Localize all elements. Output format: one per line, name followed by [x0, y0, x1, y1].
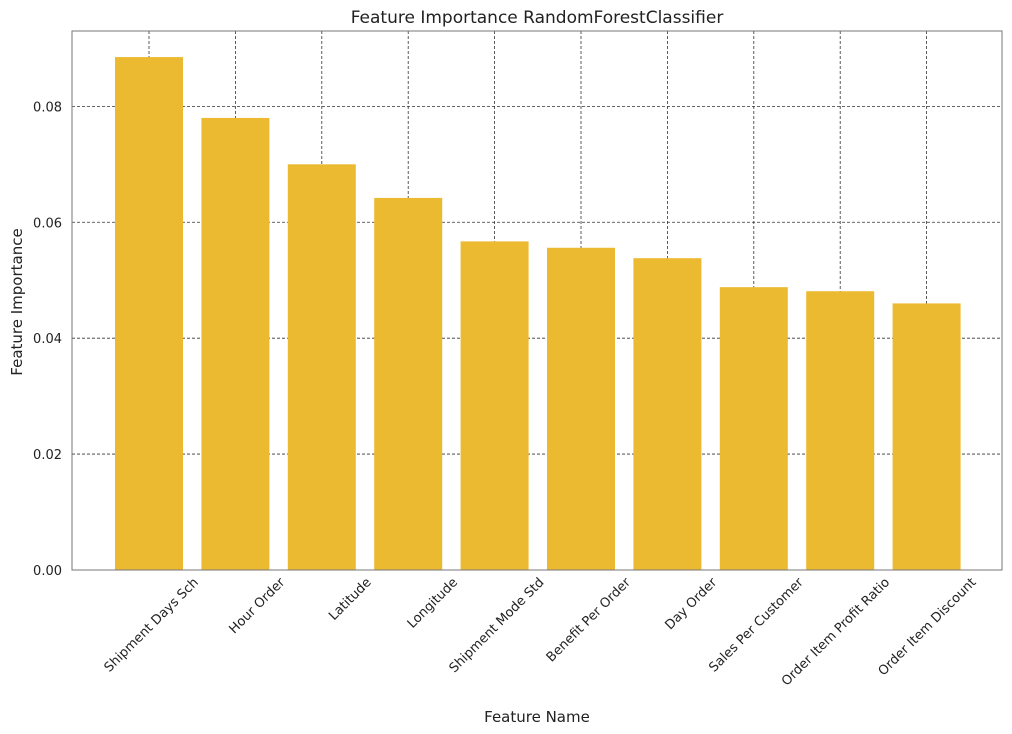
y-tick-label: 0.02 — [33, 448, 62, 463]
bar — [633, 258, 702, 570]
y-tick-labels: 0.00 0.02 0.04 0.06 0.08 — [33, 100, 62, 579]
bar — [719, 287, 788, 570]
x-tick-label: Day Order — [662, 575, 720, 633]
bar — [374, 197, 443, 570]
x-tick-label: Sales Per Customer — [706, 575, 807, 676]
x-tick-labels: Shipment Days Sch Hour Order Latitude Longi… — [102, 575, 980, 689]
x-tick-label: Shipment Days Sch — [102, 575, 202, 675]
x-tick-label: Order Item Discount — [876, 575, 980, 679]
y-tick-label: 0.08 — [33, 100, 62, 115]
bar — [201, 117, 270, 570]
y-axis-label: Feature Importance — [8, 228, 26, 375]
y-tick-label: 0.00 — [33, 564, 62, 579]
x-tick-label: Shipment Mode Std — [447, 575, 548, 676]
y-tick-label: 0.06 — [33, 216, 62, 231]
plot-frame — [71, 30, 1003, 571]
x-tick-label: Benefit Per Order — [544, 575, 635, 666]
y-tick-label: 0.04 — [33, 332, 62, 347]
bar-layer — [115, 57, 961, 571]
bar — [806, 291, 875, 570]
x-axis-label: Feature Name — [484, 708, 590, 726]
bar — [547, 247, 615, 570]
bar — [115, 57, 183, 571]
x-tick-label: Latitude — [326, 575, 374, 623]
bar — [287, 164, 356, 570]
chart-title: Feature Importance RandomForestClassifie… — [351, 8, 724, 28]
bar — [460, 241, 529, 571]
x-tick-label: Hour Order — [226, 575, 288, 637]
x-tick-label: Longitude — [405, 575, 461, 631]
bar — [892, 303, 961, 570]
